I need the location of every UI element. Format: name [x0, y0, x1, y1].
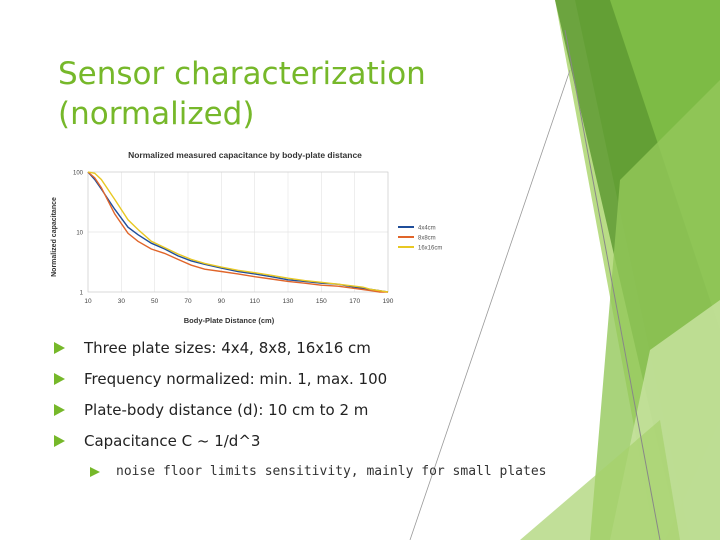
y-tick-label: 100: [73, 171, 84, 177]
x-tick-label: 150: [316, 298, 327, 305]
series-line-16x16cm: [87, 171, 389, 293]
bullet-item: Frequency normalized: min. 1, max. 100: [54, 367, 574, 398]
series-line-4x4cm: [87, 171, 389, 293]
capacitance-line-chart: Normalized measured capacitance by body-…: [51, 150, 442, 325]
bullet-text: Frequency normalized: min. 1, max. 100: [84, 370, 388, 388]
x-tick-label: 170: [349, 298, 360, 305]
title-line-1: Sensor characterization: [58, 56, 426, 92]
bullet-text: Capacitance C ~ 1/d^3: [84, 432, 261, 450]
legend-label: 16x16cm: [418, 246, 442, 252]
bullet-arrow-icon: [54, 342, 65, 354]
bullet-arrow-icon: [54, 435, 65, 447]
x-tick-label: 130: [283, 298, 294, 305]
sub-bullet-text: noise floor limits sensitivity, mainly f…: [116, 464, 547, 479]
y-tick-label: 10: [76, 231, 83, 237]
chart-x-axis-label: Body-Plate Distance (cm): [184, 316, 275, 325]
legend-label: 8x8cm: [418, 236, 436, 242]
sub-bullet-arrow-icon: [90, 467, 100, 477]
title-line-2: (normalized): [58, 96, 255, 132]
bullet-arrow-icon: [54, 404, 65, 416]
bullet-item: Three plate sizes: 4x4, 8x8, 16x16 cm: [54, 336, 574, 367]
x-tick-label: 50: [151, 298, 159, 305]
sub-bullet: noise floor limits sensitivity, mainly f…: [90, 460, 546, 484]
x-tick-label: 190: [383, 298, 394, 305]
series-line-8x8cm: [87, 171, 388, 293]
bullet-text: Three plate sizes: 4x4, 8x8, 16x16 cm: [84, 339, 371, 357]
chart-y-axis-label: Normalized capacitance: [51, 197, 58, 277]
y-tick-label: 1: [80, 291, 84, 297]
legend-label: 4x4cm: [418, 226, 436, 232]
bullet-item: Plate-body distance (d): 10 cm to 2 m: [54, 398, 574, 429]
plot-frame: [87, 171, 389, 293]
x-tick-label: 30: [118, 298, 126, 305]
bullet-list: Three plate sizes: 4x4, 8x8, 16x16 cm Fr…: [54, 336, 574, 460]
x-tick-label: 10: [84, 298, 92, 305]
x-tick-label: 70: [184, 298, 192, 305]
chart-title: Normalized measured capacitance by body-…: [128, 150, 362, 160]
x-tick-label: 110: [249, 298, 260, 305]
x-tick-label: 90: [218, 298, 226, 305]
slide-title: Sensor characterization (normalized): [58, 54, 518, 134]
bullet-arrow-icon: [54, 373, 65, 385]
bullet-text: Plate-body distance (d): 10 cm to 2 m: [84, 401, 369, 419]
bullet-item: Capacitance C ~ 1/d^3: [54, 429, 574, 460]
